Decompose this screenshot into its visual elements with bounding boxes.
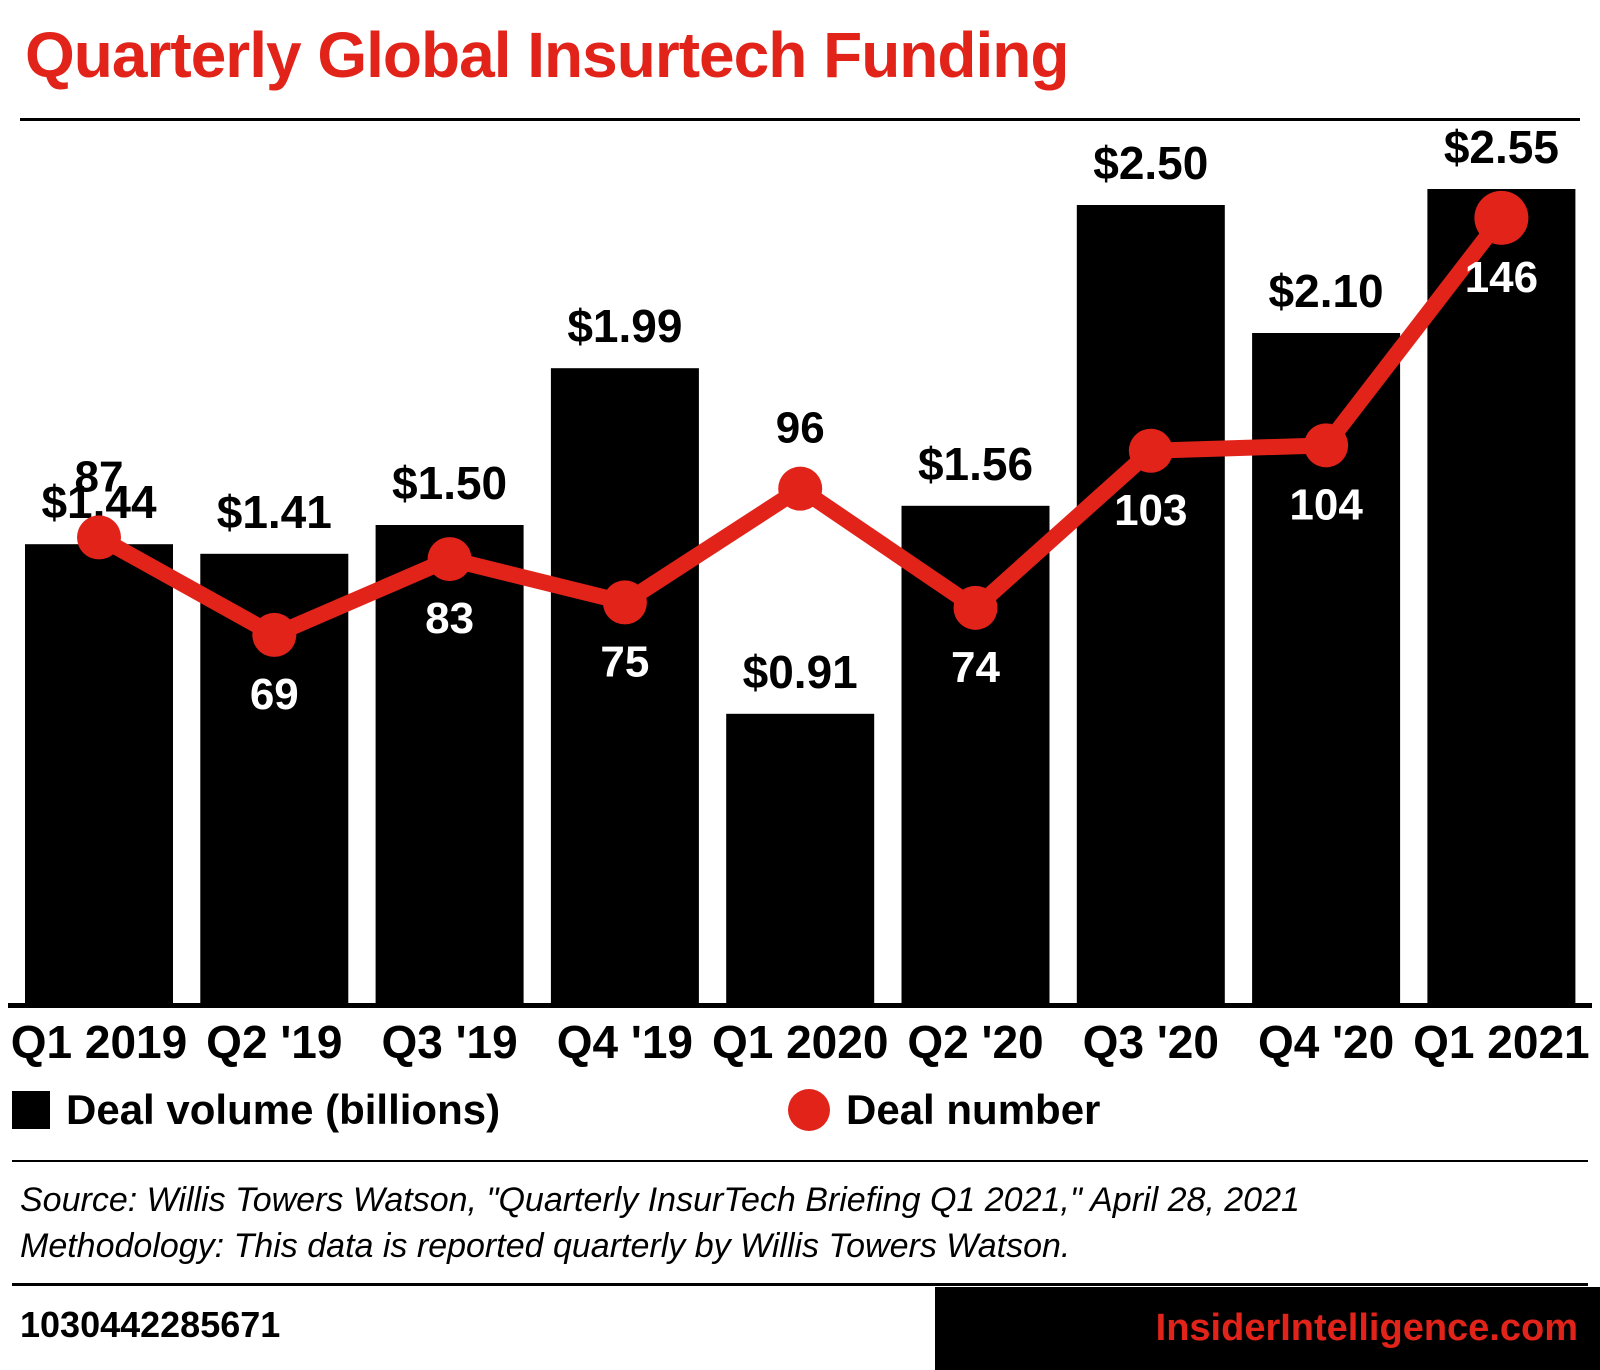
bar-value-label: $1.41 bbox=[217, 486, 332, 538]
title-divider bbox=[20, 118, 1580, 121]
deal-volume-swatch-icon bbox=[12, 1091, 50, 1129]
legend-deal-volume-label: Deal volume (billions) bbox=[66, 1086, 501, 1133]
footer-brand-box: InsiderIntelligence.com bbox=[935, 1287, 1600, 1370]
deal-number-label: 74 bbox=[951, 643, 1000, 692]
deal-number-label: 87 bbox=[75, 452, 124, 501]
deal-number-label: 146 bbox=[1465, 253, 1538, 302]
deal-volume-bar bbox=[726, 713, 875, 1005]
deal-number-dot bbox=[1304, 423, 1349, 468]
bar-value-label: $2.10 bbox=[1269, 265, 1384, 317]
x-axis-label: Q4 '19 bbox=[557, 1016, 693, 1068]
chart-title: Quarterly Global Insurtech Funding bbox=[25, 19, 1069, 91]
chart-legend: Deal volume (billions) Deal number bbox=[0, 1086, 1600, 1134]
deal-number-label: 104 bbox=[1289, 480, 1363, 529]
deal-volume-bar bbox=[1076, 205, 1225, 1005]
footer-divider bbox=[12, 1283, 1588, 1286]
deal-volume-bar bbox=[1427, 189, 1576, 1005]
deal-volume-bar bbox=[375, 525, 524, 1005]
deal-number-label: 75 bbox=[600, 637, 649, 686]
deal-volume-bar bbox=[550, 368, 699, 1005]
bar-value-label: $2.55 bbox=[1444, 121, 1559, 173]
deal-number-dot bbox=[77, 515, 121, 560]
bar-value-label: $0.91 bbox=[743, 646, 858, 698]
source-line: Source: Willis Towers Watson, "Quarterly… bbox=[20, 1181, 1300, 1219]
x-axis-label: Q2 '19 bbox=[206, 1016, 342, 1068]
x-axis-label: Q1 2019 bbox=[11, 1016, 187, 1068]
bar-value-label: $2.50 bbox=[1093, 137, 1208, 189]
legend-item-deal-volume: Deal volume (billions) bbox=[12, 1086, 500, 1134]
deal-number-label: 103 bbox=[1114, 486, 1187, 535]
deal-number-dot bbox=[778, 466, 823, 511]
bar-value-label: $1.50 bbox=[392, 457, 507, 509]
deal-number-dot bbox=[602, 580, 647, 625]
x-axis-label: Q1 2021 bbox=[1413, 1016, 1589, 1068]
deal-number-label: 69 bbox=[250, 670, 299, 719]
deal-number-label: 83 bbox=[425, 594, 474, 643]
deal-number-label: 96 bbox=[776, 404, 825, 453]
x-axis-label: Q4 '20 bbox=[1258, 1016, 1394, 1068]
x-axis-label: Q1 2020 bbox=[712, 1016, 888, 1068]
footer-chart-id: 1030442285671 bbox=[20, 1304, 281, 1345]
deal-number-dot bbox=[252, 612, 297, 657]
x-axis-label: Q3 '19 bbox=[381, 1016, 517, 1068]
deal-number-dot bbox=[953, 585, 998, 630]
legend-item-deal-number: Deal number bbox=[788, 1086, 1100, 1134]
deal-volume-bar bbox=[25, 544, 173, 1005]
bar-value-label: $1.99 bbox=[567, 300, 682, 352]
deal-number-swatch-icon bbox=[788, 1089, 830, 1131]
bar-value-label: $1.56 bbox=[918, 438, 1033, 490]
methodology-line: Methodology: This data is reported quart… bbox=[20, 1226, 1071, 1265]
source-divider bbox=[12, 1160, 1588, 1162]
footer-brand-text: InsiderIntelligence.com bbox=[1155, 1307, 1578, 1349]
legend-deal-number-label: Deal number bbox=[846, 1086, 1101, 1133]
deal-number-dot bbox=[427, 537, 472, 582]
deal-number-dot bbox=[1474, 190, 1529, 245]
deal-number-dot bbox=[1128, 428, 1173, 473]
x-axis-label: Q3 '20 bbox=[1083, 1016, 1219, 1068]
x-axis-line bbox=[8, 1003, 1592, 1008]
x-axis-label: Q2 '20 bbox=[907, 1016, 1043, 1068]
source-block: Source: Willis Towers Watson, "Quarterly… bbox=[20, 1178, 1580, 1270]
